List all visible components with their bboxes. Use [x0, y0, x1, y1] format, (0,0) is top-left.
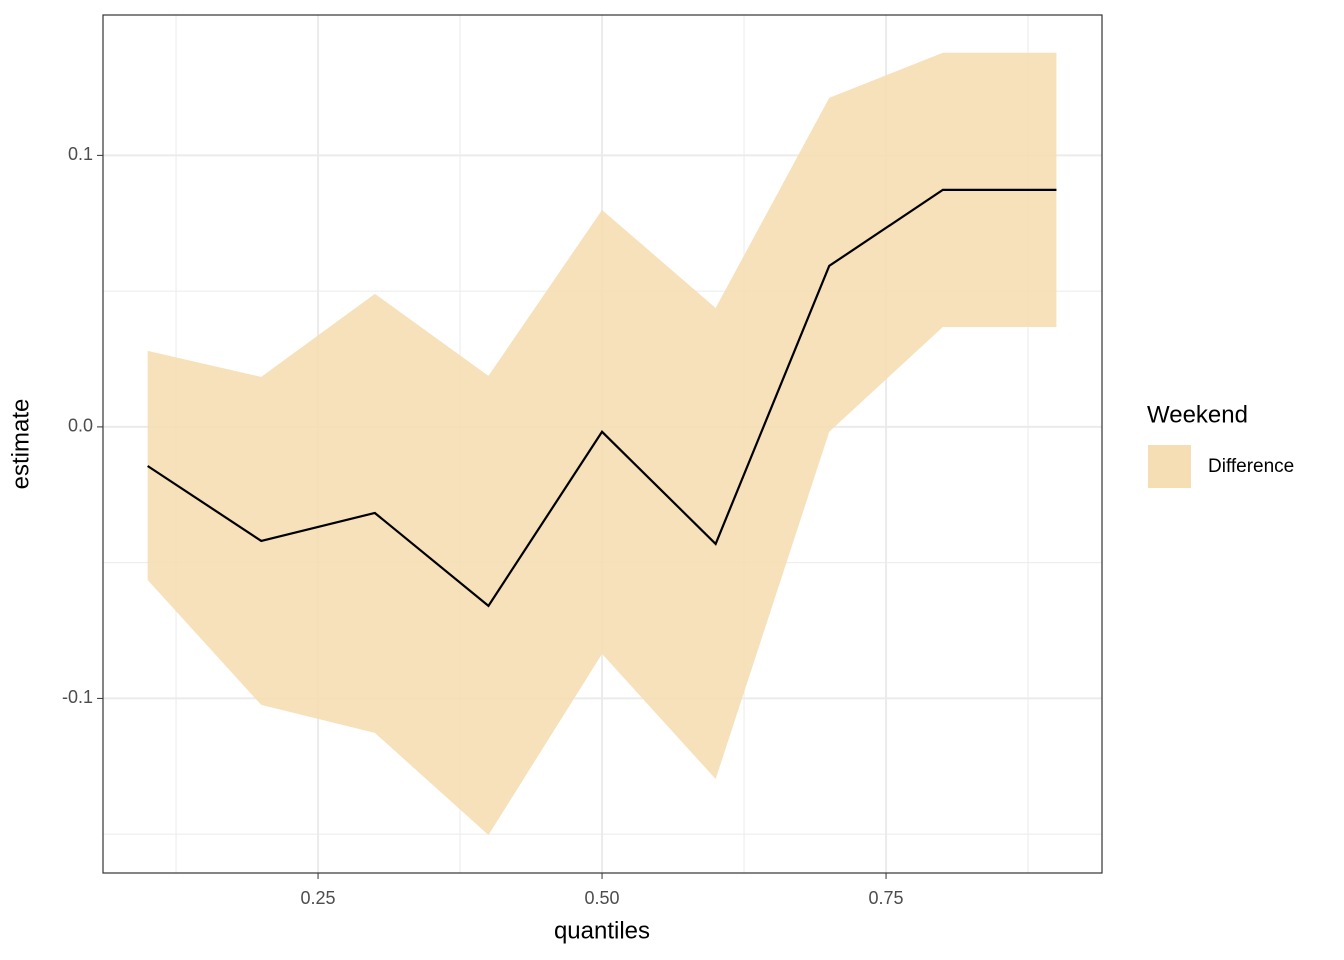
y-tick-label: 0.0 [68, 416, 93, 436]
x-tick-label: 0.50 [585, 888, 620, 908]
confidence-ribbon [147, 52, 1057, 835]
y-tick-label: 0.1 [68, 144, 93, 164]
y-axis-title: estimate [7, 399, 34, 490]
x-tick-label: 0.75 [869, 888, 904, 908]
legend-key [1148, 445, 1191, 488]
x-tick-label: 0.25 [301, 888, 336, 908]
legend-title: Weekend [1147, 401, 1248, 428]
legend-label: Difference [1208, 456, 1294, 477]
y-tick-label: -0.1 [62, 687, 93, 707]
plot-border [102, 14, 1103, 874]
x-axis-title: quantiles [554, 917, 650, 944]
estimate-line [147, 188, 1057, 608]
